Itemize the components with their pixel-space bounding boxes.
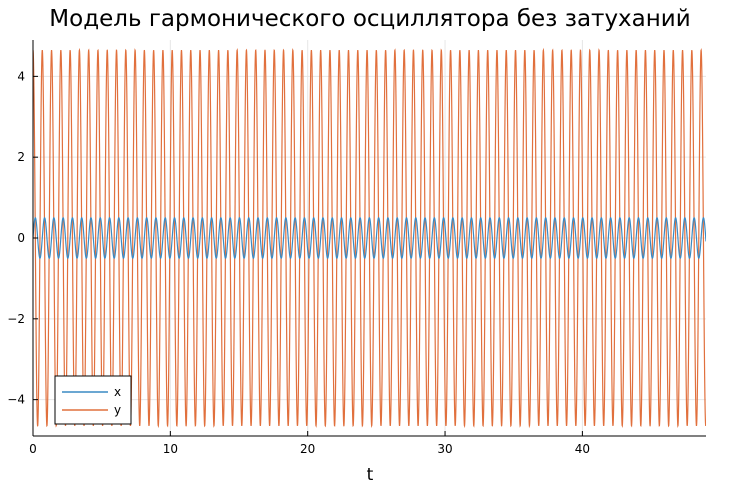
x-axis-ticks: 0 10 20 30 40 [29,431,590,456]
legend-box [54,375,132,425]
legend-label-x: x [114,385,121,399]
x-axis-label: t [367,465,374,485]
x-tick-label: 0 [29,442,37,456]
y-tick-label: 2 [17,150,25,164]
y-tick-label: −4 [7,393,25,407]
legend-label-y: y [114,403,121,417]
y-tick-label: 0 [17,231,25,245]
x-tick-label: 40 [575,442,590,456]
chart-title: Модель гармонического осциллятора без за… [49,6,690,32]
x-tick-label: 10 [163,442,178,456]
series-line-x [33,217,706,259]
series-layer [33,47,706,429]
x-tick-label: 20 [300,442,315,456]
x-tick-label: 30 [437,442,452,456]
y-axis-ticks: −4 −2 0 2 4 [7,69,38,407]
y-tick-label: −2 [7,312,25,326]
series-line-y [33,47,706,429]
y-tick-label: 4 [17,69,25,83]
legend: x y [54,375,132,425]
